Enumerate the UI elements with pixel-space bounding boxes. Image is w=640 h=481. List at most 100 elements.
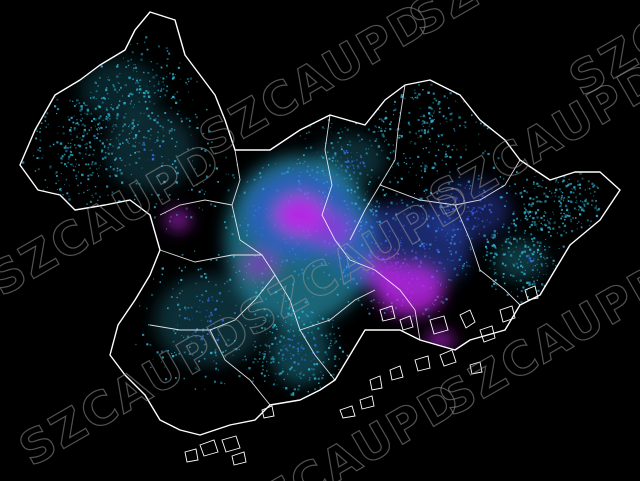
density-dot [420,165,423,168]
density-dot [50,165,52,167]
density-dot [437,102,440,106]
density-dot [262,361,264,363]
density-dot [395,129,397,131]
density-dot [425,188,428,191]
density-dot [558,200,561,203]
density-dot [135,343,137,346]
density-dot [442,115,445,118]
density-dot [547,226,550,229]
density-dot [547,231,550,233]
density-dot [144,41,146,43]
density-dot [538,245,541,247]
density-dot [528,203,531,206]
density-dot [556,196,558,198]
density-dot [546,257,549,259]
density-dot [570,279,572,282]
density-dot [456,163,458,165]
density-dot [583,203,586,206]
density-dot [570,221,572,223]
density-dot [409,142,411,144]
density-dot [188,189,190,191]
density-dot [106,185,109,188]
density-dot [86,113,89,116]
density-dot [523,187,525,189]
density-dot [555,188,558,191]
density-dot [160,66,163,69]
density-dot [107,120,109,122]
density-dot [214,205,217,207]
density-dot [531,202,535,205]
density-dot [385,139,387,141]
islands [184,285,539,466]
density-dot [76,78,79,80]
density-dot [547,220,550,223]
density-dot [257,361,259,363]
density-dot [172,76,175,79]
density-dot [218,369,219,371]
density-dot [174,93,176,95]
density-dot [562,222,564,225]
density-dot [521,195,523,198]
density-dot [374,125,377,128]
density-dot [118,31,121,33]
density-dot [314,388,317,391]
density-dot [514,192,517,195]
density-dot [261,365,263,367]
density-dot [56,108,60,111]
density-dot [481,112,483,114]
density-dot [526,211,529,214]
density-dot [441,159,443,161]
density-dot [531,211,534,213]
density-dot [591,182,594,185]
density-dot [83,102,85,105]
density-dot [338,358,340,360]
density-dot [415,174,417,176]
density-dot [108,175,111,178]
density-dot [337,132,340,135]
density-dot [69,153,72,156]
density-dot [559,293,562,296]
density-dot [543,215,545,217]
density-dot [94,118,97,121]
density-dot [79,145,81,148]
density-dot [419,135,422,138]
density-dot [447,84,449,86]
density-dot [549,218,552,220]
density-dot [79,119,81,121]
density-dot [532,198,535,201]
density-dot [458,176,461,179]
density-dot [210,259,212,261]
density-dot [427,315,431,318]
density-dot [545,187,547,189]
density-dot [63,77,66,80]
density-dot [330,345,332,347]
density-dot [276,384,278,386]
density-dot [69,99,71,102]
density-dot [523,190,526,193]
density-dot [203,193,205,195]
density-dot [127,33,130,36]
density-dot [547,195,549,197]
density-dot [368,312,371,315]
density-dot [107,194,109,196]
density-dot [526,178,529,181]
density-dot [269,320,270,322]
density-dot [464,76,467,80]
density-dot [174,97,176,99]
density-dot [408,70,411,73]
density-dot [208,130,211,133]
density-dot [540,299,542,301]
density-dot [478,269,481,272]
density-dot [535,212,537,215]
density-dot [457,114,459,116]
density-dot [556,232,558,234]
density-dot [84,128,86,131]
density-dot [388,158,391,160]
density-dot [34,170,37,172]
density-dot [35,128,38,131]
density-dot [417,119,420,121]
density-dot [571,188,573,190]
density-dot [61,155,64,158]
density-dot [493,235,496,238]
density-dot [553,280,556,283]
